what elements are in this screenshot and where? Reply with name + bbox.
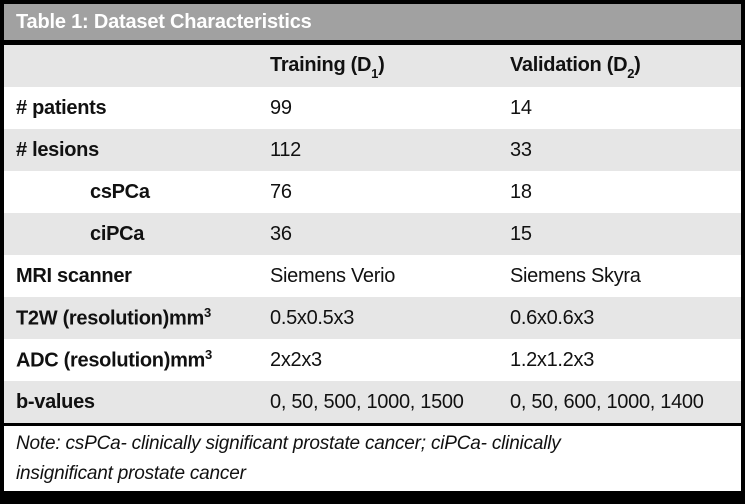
training-value: Siemens Verio xyxy=(270,264,396,287)
superscript-3: 3 xyxy=(205,347,212,363)
row-cipca: ciPCa 36 15 xyxy=(4,213,741,255)
validation-value: 1.2x1.2x3 xyxy=(510,348,595,371)
table-title-bar: Table 1: Dataset Characteristics xyxy=(4,4,741,45)
row-label: MRI scanner xyxy=(16,264,132,287)
row-label: T2W (resolution)mm3 xyxy=(16,305,211,330)
row-patients: # patients 99 14 xyxy=(4,87,741,129)
column-header-validation: Validation (D2) xyxy=(510,53,641,81)
validation-value: 33 xyxy=(510,138,532,161)
row-label: ADC (resolution)mm3 xyxy=(16,347,212,372)
row-label: csPCa xyxy=(90,180,150,203)
training-value: 0.5x0.5x3 xyxy=(270,306,355,329)
row-b-values: b-values 0, 50, 500, 1000, 1500 0, 50, 6… xyxy=(4,381,741,423)
row-cspca: csPCa 76 18 xyxy=(4,171,741,213)
footnote: Note: csPCa- clinically significant pros… xyxy=(4,426,741,491)
row-label: # patients xyxy=(16,96,107,119)
row-label: ciPCa xyxy=(90,222,145,245)
training-value: 99 xyxy=(270,96,292,119)
row-adc-resolution: ADC (resolution)mm3 2x2x3 1.2x1.2x3 xyxy=(4,339,741,381)
footnote-line-1: Note: csPCa- clinically significant pros… xyxy=(16,433,561,454)
validation-value: 0, 50, 600, 1000, 1400 xyxy=(510,390,704,413)
training-value: 0, 50, 500, 1000, 1500 xyxy=(270,390,464,413)
subscript-1: 1 xyxy=(371,65,379,81)
validation-value: Siemens Skyra xyxy=(510,264,641,287)
column-header-row: Training (D1) Validation (D2) xyxy=(4,45,741,87)
validation-value: 14 xyxy=(510,96,532,119)
training-value: 112 xyxy=(270,138,301,161)
validation-value: 15 xyxy=(510,222,532,245)
footnote-divider xyxy=(4,423,741,426)
validation-value: 0.6x0.6x3 xyxy=(510,306,595,329)
footnote-line-2: insignificant prostate cancer xyxy=(16,463,246,484)
training-value: 36 xyxy=(270,222,292,245)
row-t2w-resolution: T2W (resolution)mm3 0.5x0.5x3 0.6x0.6x3 xyxy=(4,297,741,339)
training-value: 2x2x3 xyxy=(270,348,322,371)
row-lesions: # lesions 112 33 xyxy=(4,129,741,171)
superscript-3: 3 xyxy=(203,305,211,321)
row-mri-scanner: MRI scanner Siemens Verio Siemens Skyra xyxy=(4,255,741,297)
table-title: Table 1: Dataset Characteristics xyxy=(16,10,312,33)
column-header-training: Training (D1) xyxy=(270,53,385,81)
row-label: # lesions xyxy=(16,138,99,161)
subscript-2: 2 xyxy=(627,65,635,81)
row-label: b-values xyxy=(16,390,95,413)
training-value: 76 xyxy=(270,180,292,203)
validation-value: 18 xyxy=(510,180,532,203)
